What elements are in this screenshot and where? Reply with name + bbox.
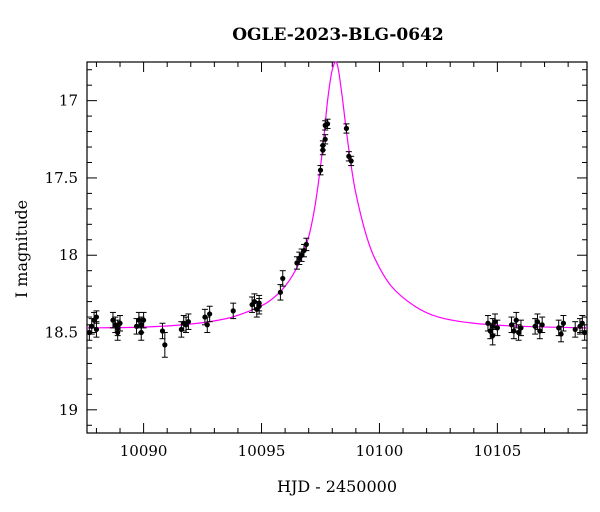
axis-ticks: 10090 10095 10100 10105 17 17.5 18 18.5 19: [45, 62, 587, 460]
point-marker: [280, 275, 286, 282]
data-point: [572, 321, 579, 338]
data-point: [324, 118, 331, 129]
data-point: [317, 165, 324, 176]
data-point: [513, 311, 520, 329]
data-point: [539, 316, 546, 334]
data-point: [322, 134, 329, 145]
x-tick-label: 10095: [238, 442, 286, 460]
point-marker: [303, 241, 309, 248]
data-point: [161, 332, 168, 358]
data-point: [517, 319, 524, 337]
model-line: [86, 61, 588, 329]
data-point: [93, 321, 100, 338]
point-marker: [115, 325, 121, 331]
data-point: [279, 270, 286, 287]
data-point: [185, 313, 192, 330]
data-point: [180, 315, 187, 332]
data-point: [348, 155, 355, 167]
point-marker: [539, 322, 545, 328]
data-point: [117, 315, 124, 332]
point-marker: [560, 320, 567, 326]
y-tick-label: 18.5: [45, 324, 78, 342]
point-marker: [322, 136, 328, 142]
point-marker: [582, 329, 588, 336]
point-marker: [490, 323, 496, 329]
plot-frame: [86, 61, 588, 434]
point-marker: [487, 328, 493, 334]
chart-title: OGLE-2023-BLG-0642: [232, 25, 444, 45]
data-points: [86, 118, 588, 358]
data-point: [256, 298, 263, 315]
point-marker: [343, 125, 350, 132]
point-marker: [136, 317, 142, 323]
y-tick-label: 17.5: [45, 169, 78, 187]
point-marker: [230, 308, 236, 314]
x-axis-label: HJD - 2450000: [277, 477, 397, 496]
point-marker: [110, 317, 116, 323]
x-tick-label: 10100: [356, 442, 404, 460]
point-marker: [138, 322, 144, 328]
data-point: [204, 316, 211, 334]
plot-area: 10090 10095 10100 10105 17 17.5 18 18.5 19: [45, 61, 588, 460]
data-point: [303, 237, 310, 252]
point-marker: [511, 328, 517, 334]
y-axis-label: I magnitude: [12, 200, 31, 298]
data-point: [93, 310, 100, 324]
point-marker: [277, 289, 283, 295]
point-marker: [518, 325, 524, 331]
point-marker: [572, 326, 578, 333]
point-marker: [117, 320, 123, 326]
point-marker: [93, 326, 100, 333]
data-point: [581, 324, 588, 341]
point-marker: [185, 319, 192, 325]
data-point: [277, 284, 284, 301]
y-tick-label: 18: [59, 246, 78, 264]
y-tick-label: 17: [59, 92, 78, 110]
point-marker: [256, 303, 262, 309]
data-point: [230, 302, 237, 320]
point-marker: [204, 322, 210, 328]
point-marker: [162, 342, 168, 348]
point-marker: [317, 167, 324, 173]
point-marker: [516, 329, 522, 336]
point-marker: [348, 158, 354, 164]
point-marker: [494, 325, 500, 331]
point-marker: [207, 311, 213, 317]
point-marker: [324, 121, 331, 127]
data-point: [560, 315, 567, 332]
point-marker: [141, 317, 147, 323]
y-tick-label: 19: [59, 401, 78, 419]
x-tick-label: 10105: [474, 442, 522, 460]
data-point: [206, 305, 213, 323]
point-marker: [513, 317, 519, 323]
point-marker: [532, 323, 538, 329]
data-point: [494, 319, 501, 337]
x-tick-label: 10090: [120, 442, 168, 460]
data-point: [140, 311, 147, 329]
model-curve: [86, 61, 588, 329]
data-point: [343, 123, 350, 134]
data-point: [249, 296, 256, 313]
point-marker: [558, 331, 564, 337]
point-marker: [93, 314, 100, 320]
